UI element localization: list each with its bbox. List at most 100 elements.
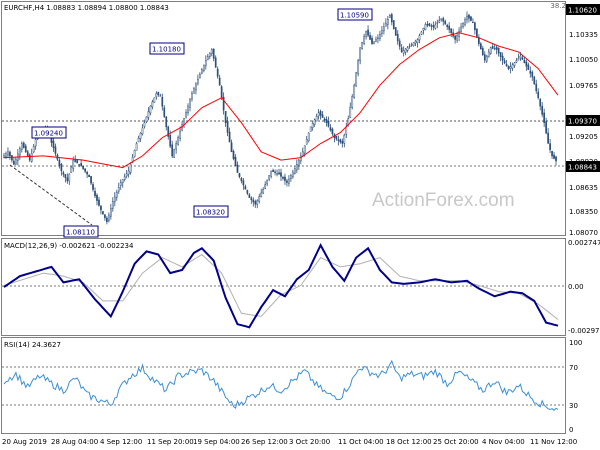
candle-body [428, 23, 431, 26]
candle-body [119, 182, 122, 186]
candle-body [286, 180, 288, 183]
candle-body [240, 177, 243, 182]
candle-body [420, 31, 423, 35]
candle-body [456, 35, 458, 41]
candle-body [82, 165, 84, 169]
candle-body [145, 116, 148, 122]
candle-body [531, 71, 534, 78]
candle-body [108, 214, 110, 221]
candle-body [111, 201, 114, 209]
svg-text:1.08843: 1.08843 [568, 164, 597, 172]
candle-body [363, 36, 365, 44]
candle-body [345, 126, 348, 135]
candle-body [214, 57, 217, 68]
candle-body [264, 184, 267, 189]
svg-text:1.10590: 1.10590 [340, 12, 369, 20]
candle-body [195, 83, 197, 91]
candle-body [523, 59, 526, 63]
candle-body [159, 95, 162, 97]
candle-body [412, 42, 415, 46]
candle-body [266, 179, 268, 185]
candle-body [137, 138, 140, 143]
candle-body [34, 139, 37, 147]
candle-body [218, 77, 221, 86]
candle-body [448, 25, 451, 30]
candle-body [24, 145, 27, 153]
candle-body [224, 111, 227, 123]
candle-body [440, 18, 443, 21]
candle-body [139, 132, 142, 139]
candle-body [274, 171, 276, 173]
macd-tick: 0.002747 [568, 239, 600, 247]
candle-body [163, 107, 166, 117]
candle-body [100, 205, 102, 211]
candle-body [20, 143, 23, 150]
price-tag-top: 1.10620 [566, 4, 600, 15]
candle-body [485, 55, 488, 62]
trend-line [9, 164, 93, 226]
candle-body [52, 140, 55, 148]
price-tick: 1.08635 [569, 184, 598, 192]
candle-body [404, 48, 407, 53]
candle-body [9, 151, 11, 157]
candle-body [70, 166, 73, 173]
candle-body [179, 130, 181, 139]
candle-body [80, 163, 83, 167]
candle-body [331, 128, 334, 135]
candle-body [481, 48, 484, 55]
candle-body [553, 154, 555, 159]
candle-body [444, 20, 447, 25]
candle-body [280, 172, 282, 177]
macd-tick: 0.00 [568, 283, 584, 291]
candle-body [290, 175, 292, 179]
time-label: 11 Nov 12:00 [530, 438, 577, 446]
watermark: ActionForex.com [372, 190, 515, 211]
candle-body [325, 119, 328, 123]
candle-body [197, 78, 199, 84]
candle-body [204, 60, 207, 66]
candle-body [208, 52, 211, 58]
annotation-1.10590: 1.10590 [337, 8, 373, 21]
candle-body [117, 187, 120, 192]
candle-body [392, 20, 395, 29]
annotation-1.10180: 1.10180 [149, 42, 185, 55]
candle-body [131, 156, 134, 163]
candle-body [149, 105, 152, 114]
candle-body [351, 96, 354, 108]
candle-body [489, 47, 492, 54]
price-tag-current: 1.08843 [566, 161, 600, 172]
candle-body [472, 21, 474, 24]
candle-body [555, 156, 557, 162]
candle-body [270, 170, 272, 177]
candle-body [365, 30, 367, 37]
moving-average-line [3, 32, 559, 169]
candle-body [315, 115, 318, 122]
candle-body [321, 114, 324, 118]
candle-body [369, 35, 371, 40]
candle-body [143, 122, 146, 127]
candle-body [165, 116, 168, 128]
candle-body [62, 172, 65, 175]
price-tick: 1.09765 [569, 82, 598, 90]
candle-body [464, 19, 466, 25]
candle-body [294, 168, 296, 174]
candle-body [288, 178, 290, 184]
candle-body [155, 93, 158, 98]
candle-body [373, 41, 375, 44]
corner-value: 38.2 [550, 2, 566, 10]
candle-body [386, 18, 389, 25]
candle-body [125, 173, 128, 177]
candle-body [535, 83, 538, 92]
candle-body [278, 172, 280, 175]
candle-body [470, 16, 472, 21]
candle-body [127, 170, 130, 175]
candle-body [258, 196, 261, 202]
candle-body [400, 47, 403, 53]
candle-body [92, 184, 94, 190]
candle-body [167, 126, 170, 137]
candle-body [367, 29, 369, 36]
candle-body [90, 176, 92, 184]
candle-body [260, 192, 263, 198]
candle-body [416, 39, 419, 44]
annotation-1.09240: 1.09240 [31, 126, 67, 139]
